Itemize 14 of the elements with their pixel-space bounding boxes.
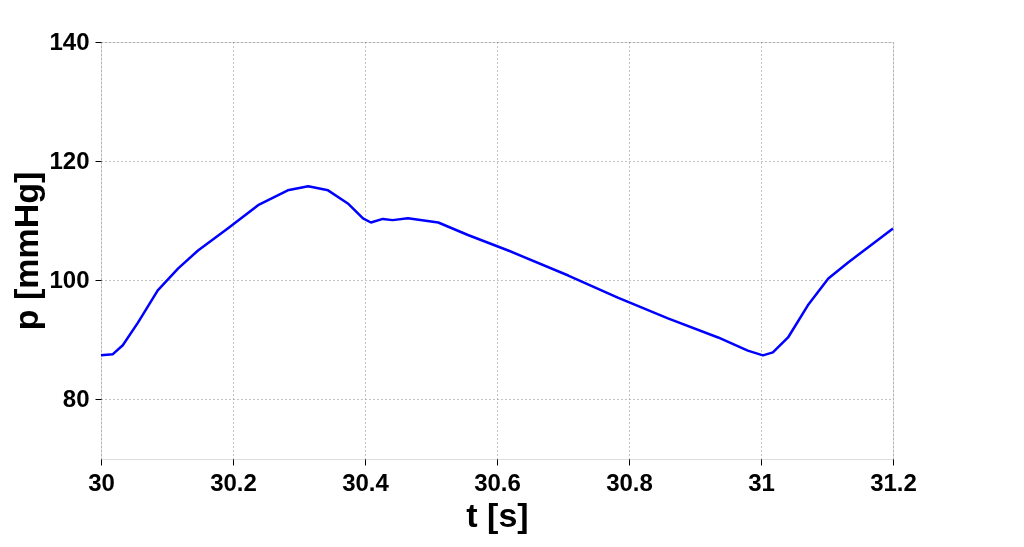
- x-tick-label: 30: [88, 468, 115, 496]
- x-tick-label: 30.6: [474, 468, 521, 496]
- x-tick-label: 31: [748, 468, 775, 496]
- y-axis-title: p [mmHg]: [7, 171, 46, 331]
- x-tick-label: 30.8: [606, 468, 653, 496]
- x-axis-title: t [s]: [466, 495, 529, 534]
- y-tick-label: 120: [49, 146, 90, 174]
- x-tick-label: 30.2: [210, 468, 257, 496]
- y-tick-label: 140: [49, 27, 90, 55]
- line-series: [99, 184, 895, 357]
- y-tick-label: 100: [49, 265, 90, 293]
- y-tick-label: 80: [62, 384, 90, 412]
- x-tick-label: 30.4: [342, 468, 390, 496]
- x-tick-label: 31.2: [870, 468, 917, 496]
